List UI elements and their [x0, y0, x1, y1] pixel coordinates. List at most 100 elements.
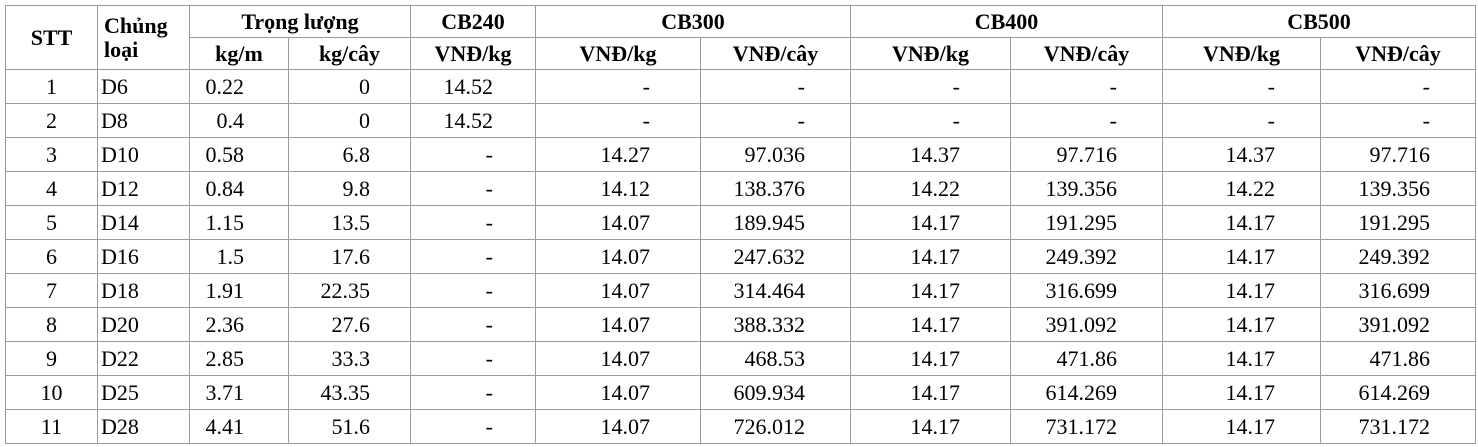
header-cell: CB300 [535, 5, 851, 38]
header-unit-cell: VNĐ/kg [410, 37, 536, 70]
table-cell: 97.716 [1320, 137, 1476, 172]
table-cell: D10 [97, 137, 190, 172]
table-cell: 731.172 [1010, 409, 1163, 444]
table-cell: 14.17 [850, 375, 1011, 410]
table-cell: 3 [5, 137, 98, 172]
table-cell: 1.5 [189, 239, 289, 274]
table-cell: 6.8 [288, 137, 411, 172]
table-cell: 191.295 [1320, 205, 1476, 240]
table-cell: 0.4 [189, 103, 289, 138]
table-cell: 139.356 [1320, 171, 1476, 206]
table-row: 3 D10 0.58 6.8-14.27 97.036 14.37 97.716 14.37 9… [5, 137, 1476, 172]
table-cell: - [410, 341, 536, 376]
table-cell: D20 [97, 307, 190, 342]
table-cell: 7 [5, 273, 98, 308]
table-cell: 14.22 [850, 171, 1011, 206]
table-cell: 314.464 [700, 273, 851, 308]
table-cell: 6 [5, 239, 98, 274]
table-cell: 391.092 [1010, 307, 1163, 342]
table-cell: 609.934 [700, 375, 851, 410]
table-cell: 14.27 [535, 137, 701, 172]
table-cell: 14.17 [1162, 409, 1321, 444]
table-cell: - [850, 103, 1011, 138]
table-cell: 3.71 [189, 375, 289, 410]
table-cell: 14.17 [850, 239, 1011, 274]
header-unit-cell: VNĐ/kg [1162, 37, 1321, 70]
table-cell: 22.35 [288, 273, 411, 308]
table-cell: - [1162, 103, 1321, 138]
table-cell: 11 [5, 409, 98, 444]
table-cell: 14.17 [1162, 307, 1321, 342]
table-cell: 316.699 [1010, 273, 1163, 308]
table-row: 1 D6 0.22 0 14.52- - - - - - [5, 69, 1476, 104]
table-cell: 614.269 [1010, 375, 1163, 410]
table-cell: 14.52 [410, 103, 536, 138]
table-cell: - [1010, 69, 1163, 104]
table-row: 4 D12 0.84 9.8-14.12 138.376 14.22 139.356 14.2… [5, 171, 1476, 206]
table-cell: 1.15 [189, 205, 289, 240]
table-cell: 14.17 [1162, 239, 1321, 274]
table-cell: 14.17 [1162, 341, 1321, 376]
table-cell: - [410, 137, 536, 172]
table-cell: - [1010, 103, 1163, 138]
table-cell: 388.332 [700, 307, 851, 342]
header-row: STT Chủng loại Trọng lượng CB240 CB300 CB400 C… [5, 5, 1476, 70]
table-cell: - [410, 171, 536, 206]
table-cell: 14.37 [850, 137, 1011, 172]
header-unit-cell: VNĐ/kg [850, 37, 1011, 70]
table-cell: 97.716 [1010, 137, 1163, 172]
table-cell: 14.22 [1162, 171, 1321, 206]
table-cell: 27.6 [288, 307, 411, 342]
table-cell: 614.269 [1320, 375, 1476, 410]
table-cell: 139.356 [1010, 171, 1163, 206]
table-cell: 249.392 [1010, 239, 1163, 274]
table-cell: D16 [97, 239, 190, 274]
table-cell: - [410, 239, 536, 274]
header-unit-cell: VNĐ/kg [535, 37, 701, 70]
table-cell: 2.85 [189, 341, 289, 376]
table-header: STT Chủng loại Trọng lượng CB240 CB300 CB400 C… [5, 5, 1476, 70]
table-row: 10 D25 3.71 43.35-14.07 609.934 14.17 614.269 1… [5, 375, 1476, 410]
table-cell: 4.41 [189, 409, 289, 444]
table-cell: 43.35 [288, 375, 411, 410]
table-cell: D14 [97, 205, 190, 240]
table-cell: - [535, 103, 701, 138]
table-cell: 14.17 [1162, 273, 1321, 308]
table-cell: 189.945 [700, 205, 851, 240]
table-cell: - [1320, 103, 1476, 138]
table-cell: 1 [5, 69, 98, 104]
header-cell: CB500 [1162, 5, 1476, 38]
table-cell: 5 [5, 205, 98, 240]
table-cell: 0.22 [189, 69, 289, 104]
header-cell: CB400 [850, 5, 1163, 38]
table-cell: 9.8 [288, 171, 411, 206]
table-cell: 4 [5, 171, 98, 206]
header-unit-cell: VNĐ/cây [700, 37, 851, 70]
table-cell: 726.012 [700, 409, 851, 444]
table-body: 1 D6 0.22 0 14.52- - - - - -2 D8 0.4 0 14.52- - - - - -3 D1… [5, 69, 1476, 444]
table-row: 8 D20 2.36 27.6-14.07 388.332 14.17 391.092 14.… [5, 307, 1476, 342]
table-cell: 8 [5, 307, 98, 342]
table-cell: D22 [97, 341, 190, 376]
table-cell: 0.58 [189, 137, 289, 172]
table-cell: 14.17 [850, 205, 1011, 240]
table-cell: - [410, 273, 536, 308]
table-cell: 2 [5, 103, 98, 138]
table-cell: 14.17 [850, 341, 1011, 376]
table-cell: 0.84 [189, 171, 289, 206]
table-cell: - [1320, 69, 1476, 104]
table-cell: 731.172 [1320, 409, 1476, 444]
header-cell: CB240 [410, 5, 536, 38]
table-cell: 14.17 [850, 273, 1011, 308]
header-cell: Trọng lượng [189, 5, 411, 38]
table-cell: 191.295 [1010, 205, 1163, 240]
table-cell: 14.07 [535, 341, 701, 376]
table-cell: 14.17 [850, 307, 1011, 342]
table-cell: D8 [97, 103, 190, 138]
table-cell: 14.07 [535, 273, 701, 308]
header-unit-cell: VNĐ/cây [1010, 37, 1163, 70]
table-cell: 391.092 [1320, 307, 1476, 342]
table-row: 2 D8 0.4 0 14.52- - - - - - [5, 103, 1476, 138]
table-cell: 14.17 [850, 409, 1011, 444]
